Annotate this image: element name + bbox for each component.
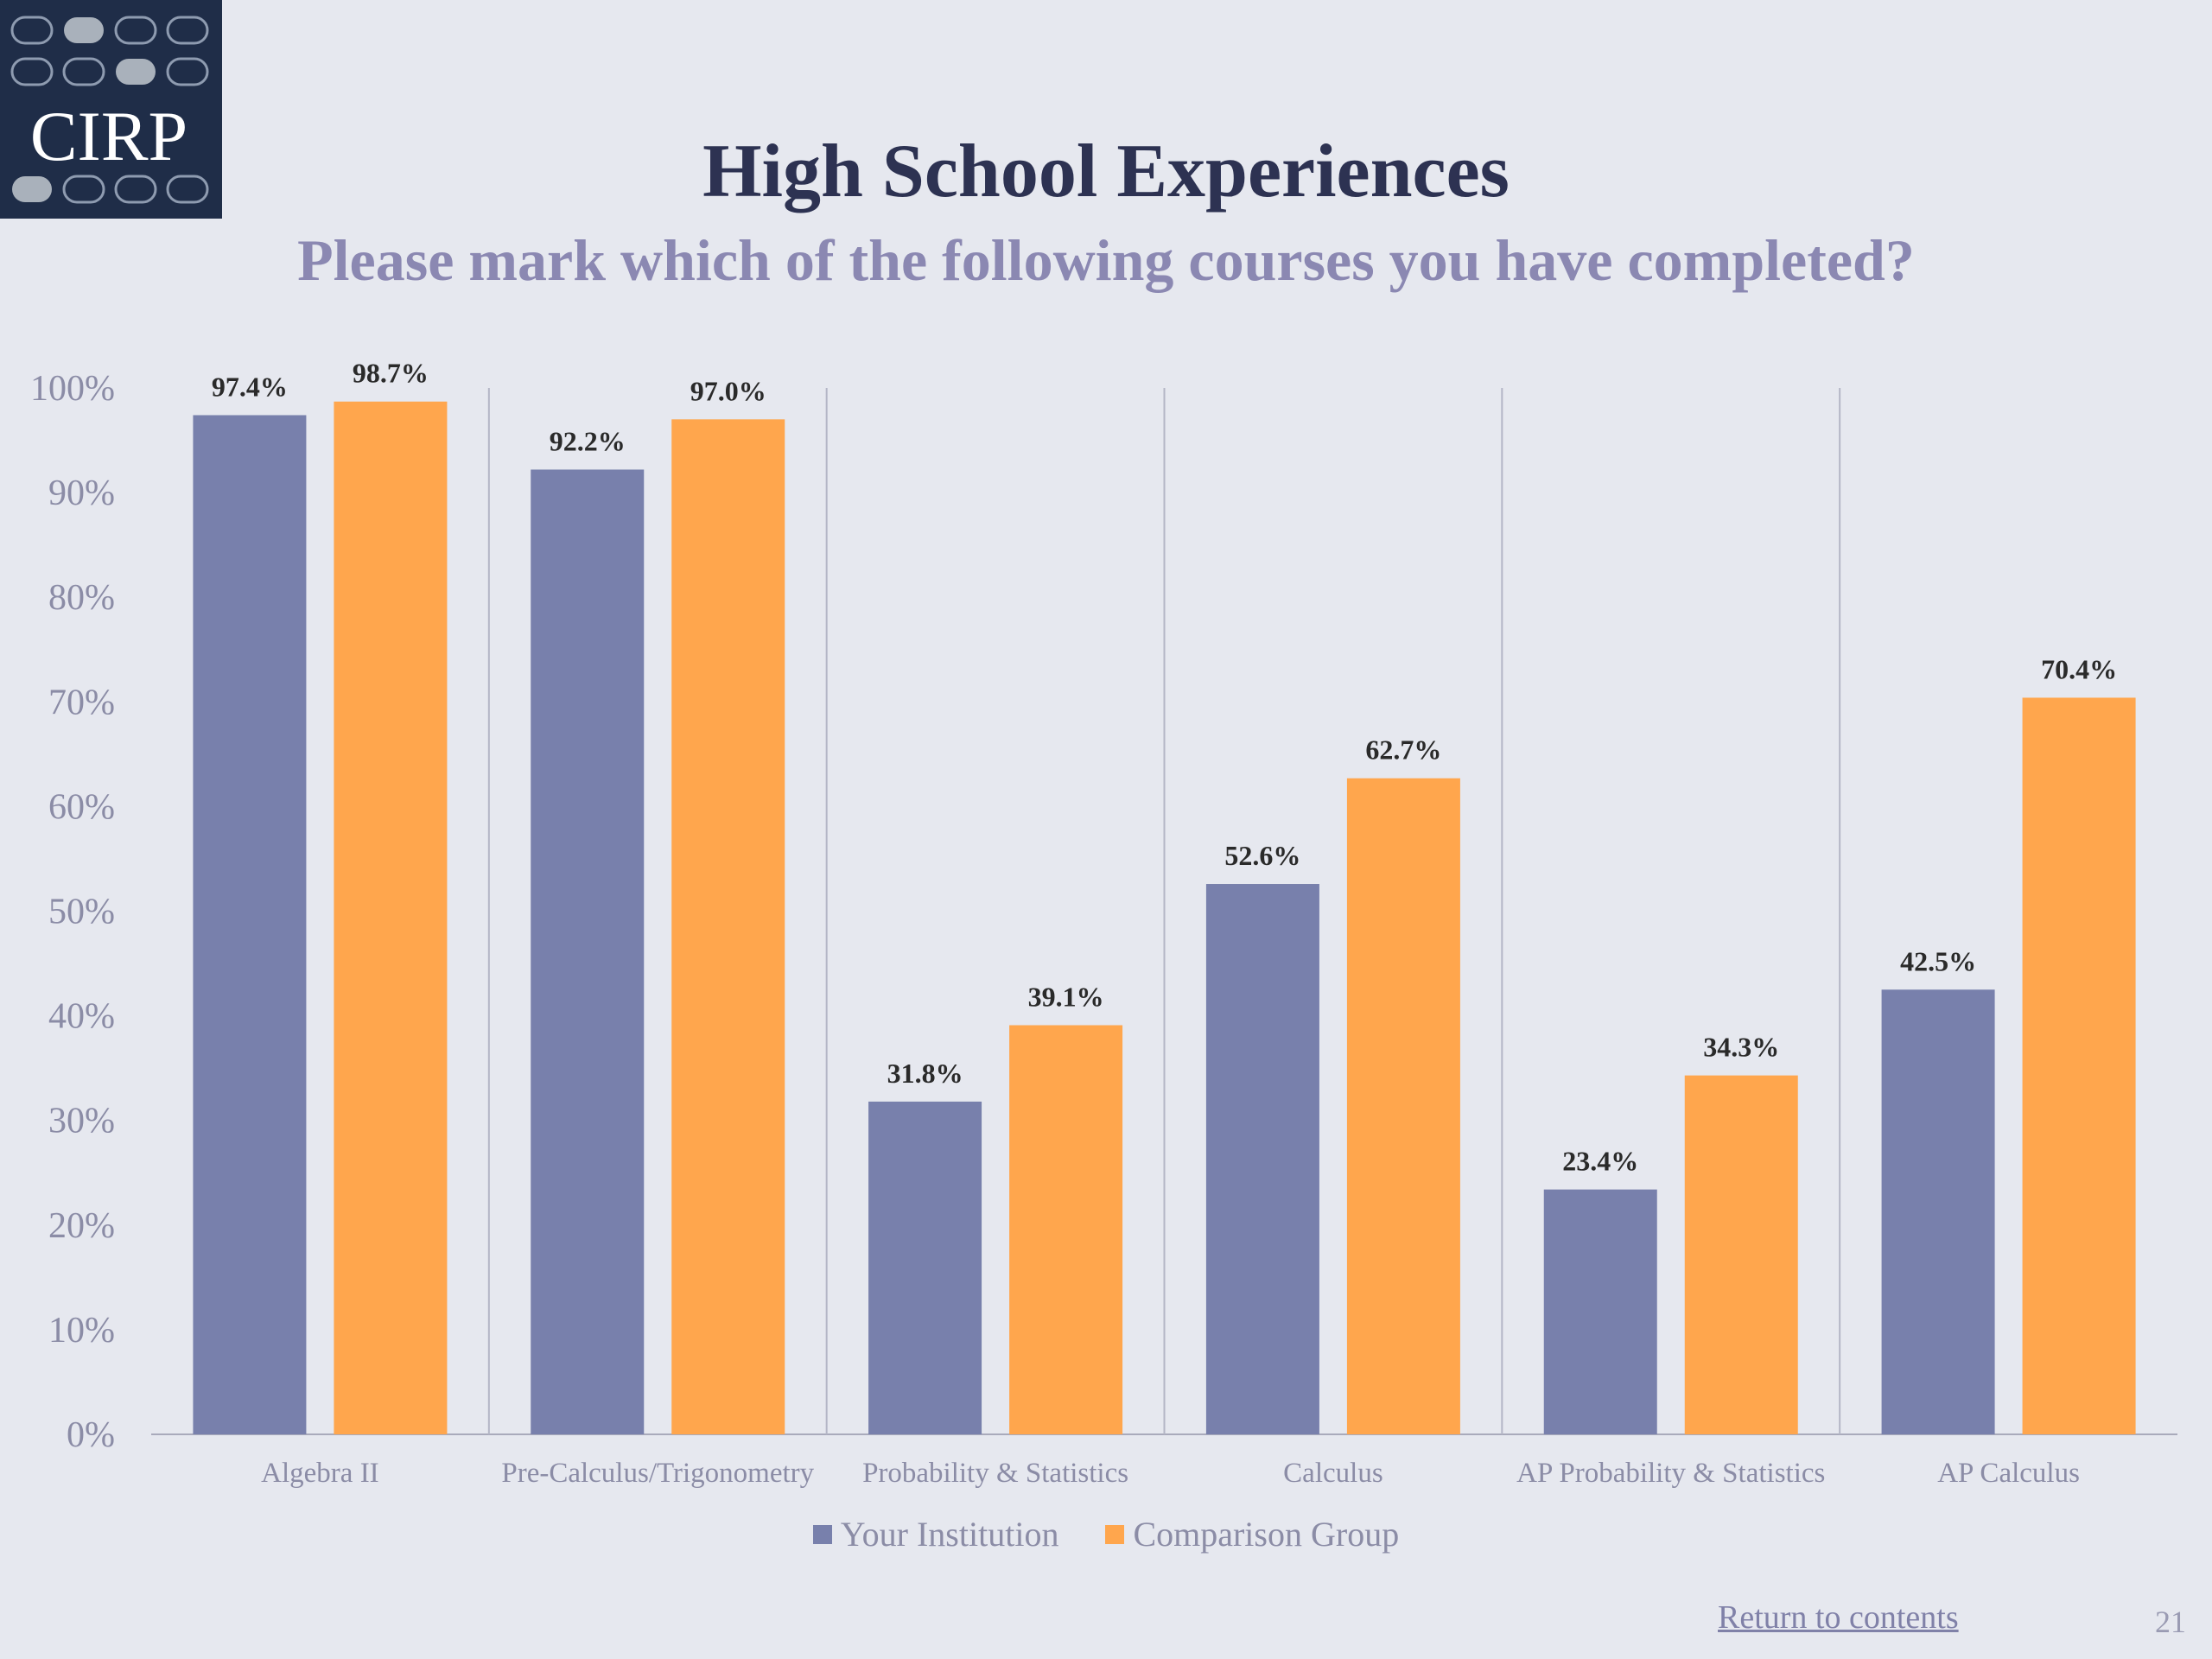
y-tick-label: 30%	[48, 1102, 115, 1141]
x-tick-label: Probability & Statistics	[862, 1458, 1128, 1489]
bar	[2022, 697, 2136, 1434]
bar	[1205, 884, 1319, 1434]
data-label: 39.1%	[1028, 981, 1104, 1012]
cirp-logo: CIRP	[0, 0, 222, 219]
page-subtitle: Please mark which of the following cours…	[297, 227, 1915, 293]
legend-label: Comparison Group	[1133, 1515, 1400, 1554]
bar	[868, 1101, 982, 1434]
data-label: 97.0%	[690, 375, 766, 406]
bar	[1543, 1189, 1657, 1434]
data-label: 98.7%	[353, 358, 429, 389]
y-tick-label: 80%	[48, 578, 115, 618]
y-tick-label: 100%	[30, 369, 115, 409]
data-label: 23.4%	[1562, 1146, 1638, 1177]
y-tick-label: 90%	[48, 474, 115, 513]
logo-text: CIRP	[30, 97, 188, 175]
x-tick-label: AP Probability & Statistics	[1516, 1458, 1825, 1489]
legend-label: Your Institution	[840, 1515, 1059, 1554]
data-label: 34.3%	[1703, 1032, 1779, 1063]
x-tick-label: Calculus	[1283, 1458, 1382, 1489]
y-tick-label: 20%	[48, 1206, 115, 1246]
legend-item-your-institution: Your Institution	[812, 1514, 1059, 1554]
legend-swatch-your-institution	[812, 1524, 832, 1544]
chart-legend: Your Institution Comparison Group	[0, 1514, 2212, 1554]
return-to-contents-link[interactable]: Return to contents	[1718, 1599, 1959, 1636]
x-tick-label: AP Calculus	[1937, 1458, 2080, 1489]
y-tick-label: 0%	[67, 1415, 115, 1455]
legend-item-comparison-group: Comparison Group	[1105, 1514, 1399, 1554]
data-label: 92.2%	[550, 425, 626, 456]
bar	[1009, 1025, 1123, 1434]
bar	[1346, 778, 1460, 1434]
bar	[334, 401, 448, 1434]
y-tick-label: 60%	[48, 787, 115, 827]
bar	[671, 419, 785, 1435]
x-tick-label: Algebra II	[261, 1458, 379, 1489]
page-title: High School Experiences	[702, 130, 1510, 213]
y-tick-label: 10%	[48, 1311, 115, 1351]
y-tick-label: 50%	[48, 893, 115, 932]
bar	[531, 469, 645, 1434]
y-tick-label: 70%	[48, 683, 115, 722]
data-label: 70.4%	[2041, 653, 2117, 684]
data-label: 97.4%	[212, 371, 288, 402]
bar	[1881, 989, 1995, 1434]
y-tick-label: 40%	[48, 997, 115, 1037]
legend-swatch-comparison-group	[1105, 1524, 1125, 1544]
data-label: 62.7%	[1365, 734, 1441, 766]
page-number: 21	[2155, 1605, 2186, 1639]
bar	[1684, 1075, 1798, 1434]
data-label: 42.5%	[1900, 945, 1976, 976]
bar	[193, 415, 307, 1435]
x-tick-label: Pre-Calculus/Trigonometry	[501, 1458, 814, 1489]
data-label: 31.8%	[887, 1058, 963, 1089]
data-label: 52.6%	[1224, 840, 1300, 871]
